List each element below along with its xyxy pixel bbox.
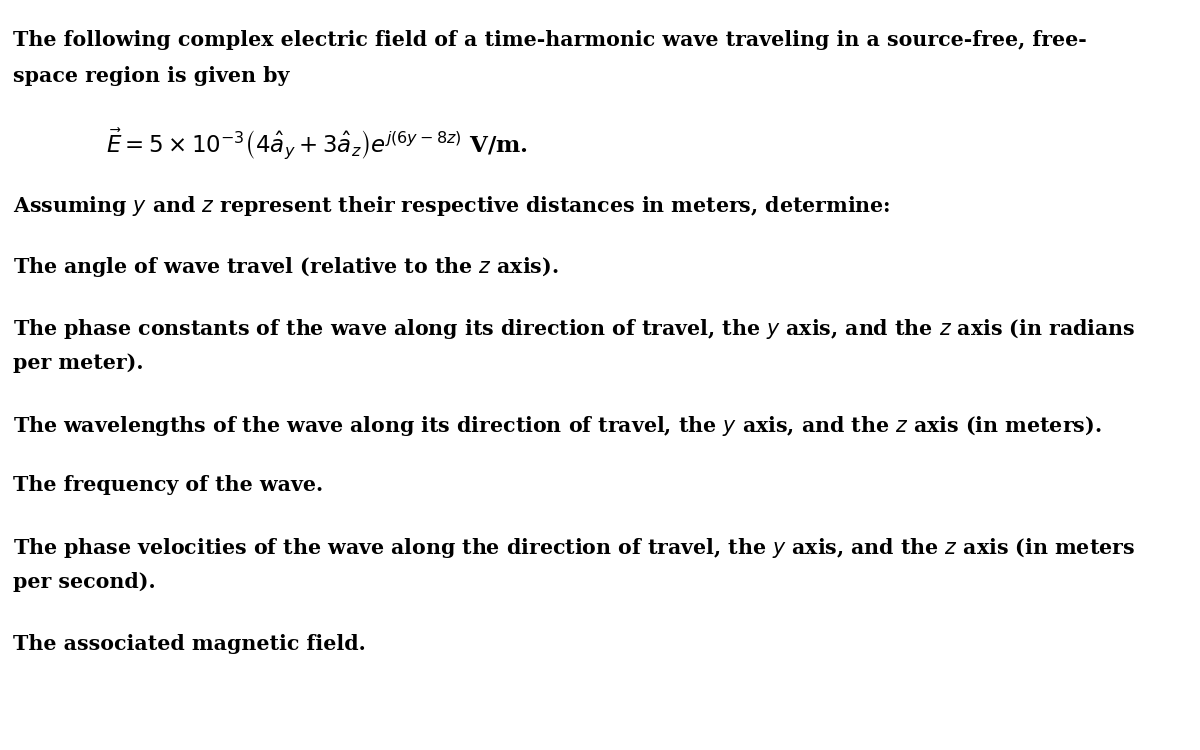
Text: $\vec{E} = 5\times10^{-3}\left(4\hat{a}_{y}+3\hat{a}_{z}\right)e^{j(6y-8z)}$ V/m: $\vec{E} = 5\times10^{-3}\left(4\hat{a}_… xyxy=(106,127,528,162)
Text: The phase constants of the wave along its direction of travel, the $y$ axis, and: The phase constants of the wave along it… xyxy=(13,316,1136,340)
Text: The phase velocities of the wave along the direction of travel, the $y$ axis, an: The phase velocities of the wave along t… xyxy=(13,536,1135,560)
Text: per second).: per second). xyxy=(13,572,156,592)
Text: The wavelengths of the wave along its direction of travel, the $y$ axis, and the: The wavelengths of the wave along its di… xyxy=(13,414,1102,438)
Text: The frequency of the wave.: The frequency of the wave. xyxy=(13,476,324,495)
Text: per meter).: per meter). xyxy=(13,352,144,373)
Text: The angle of wave travel (relative to the $z$ axis).: The angle of wave travel (relative to th… xyxy=(13,256,559,280)
Text: The following complex electric field of a time-harmonic wave traveling in a sour: The following complex electric field of … xyxy=(13,30,1087,50)
Text: Assuming $y$ and $z$ represent their respective distances in meters, determine:: Assuming $y$ and $z$ represent their res… xyxy=(13,194,890,218)
Text: The associated magnetic field.: The associated magnetic field. xyxy=(13,634,366,653)
Text: space region is given by: space region is given by xyxy=(13,66,289,86)
